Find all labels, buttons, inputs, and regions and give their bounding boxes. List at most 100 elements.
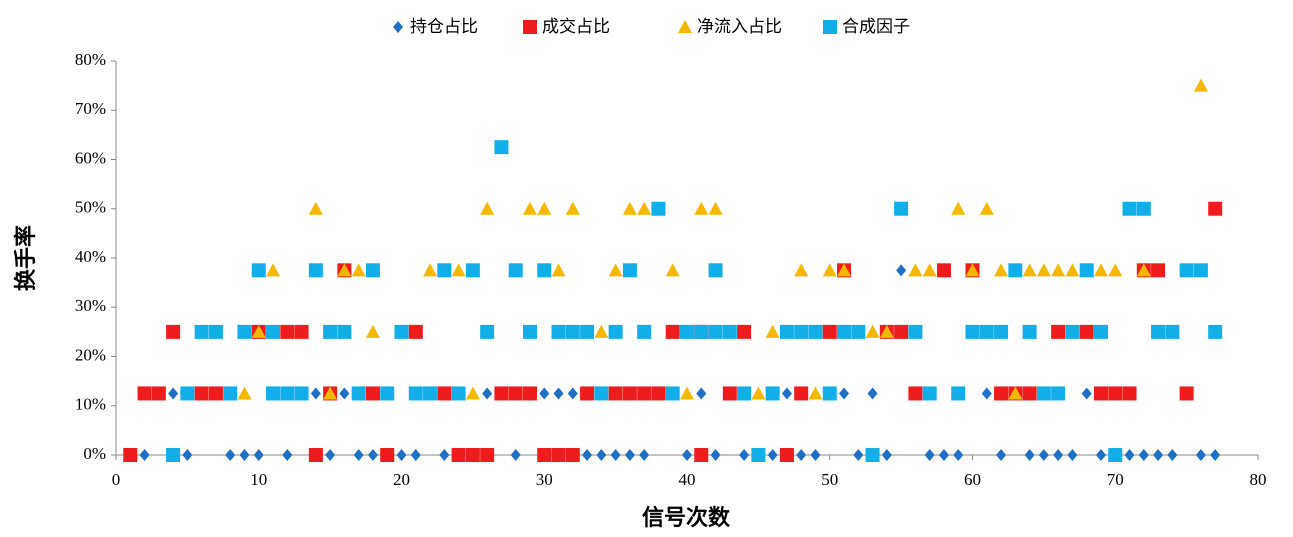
y-tick-label: 50% — [75, 198, 106, 217]
point — [994, 263, 1009, 277]
legend-label: 净流入占比 — [697, 17, 782, 36]
point — [965, 263, 980, 277]
point — [594, 324, 609, 338]
point — [410, 449, 421, 461]
point — [796, 449, 807, 461]
point — [767, 449, 778, 461]
point — [537, 201, 552, 215]
legend-label: 合成因子 — [842, 17, 910, 36]
point — [308, 201, 323, 215]
point — [494, 140, 509, 155]
point — [1022, 263, 1037, 277]
point — [665, 324, 680, 339]
legend-marker — [823, 20, 837, 34]
point — [639, 449, 650, 461]
point — [408, 386, 423, 401]
point — [325, 449, 336, 461]
point — [437, 386, 452, 401]
point — [1093, 324, 1108, 339]
point — [365, 386, 380, 401]
point — [465, 448, 480, 462]
point — [680, 386, 694, 400]
point — [1124, 449, 1135, 461]
point — [696, 387, 707, 400]
point — [394, 324, 409, 339]
point — [1122, 201, 1137, 216]
point — [622, 386, 637, 401]
point — [865, 324, 880, 338]
point — [896, 264, 907, 277]
point — [1079, 324, 1094, 339]
point — [608, 324, 623, 339]
point — [323, 324, 338, 339]
x-tick-label: 70 — [1107, 470, 1124, 489]
point — [537, 263, 552, 278]
point — [1093, 263, 1108, 277]
point — [610, 449, 621, 461]
point — [822, 324, 837, 339]
point — [694, 448, 709, 462]
point — [351, 263, 366, 277]
point — [565, 448, 580, 462]
point — [280, 324, 295, 339]
point — [423, 263, 438, 277]
point — [708, 324, 723, 339]
point — [1079, 263, 1094, 278]
legend-label: 成交占比 — [542, 17, 610, 36]
point — [680, 324, 694, 339]
point — [1208, 201, 1223, 216]
point — [1108, 386, 1123, 401]
point — [1081, 387, 1092, 400]
y-tick-label: 0% — [83, 444, 106, 463]
point — [508, 263, 523, 278]
point — [794, 386, 809, 401]
point — [994, 324, 1009, 339]
point — [437, 263, 452, 278]
point — [337, 263, 352, 277]
y-tick-label: 70% — [75, 99, 106, 118]
point — [494, 386, 509, 401]
point — [839, 387, 850, 400]
point — [708, 263, 723, 278]
point — [1093, 386, 1108, 401]
point — [266, 386, 281, 401]
point — [465, 263, 480, 278]
point — [251, 324, 266, 338]
point — [779, 324, 794, 339]
point — [139, 449, 150, 461]
point — [351, 386, 366, 401]
point — [1208, 324, 1223, 339]
point — [1051, 324, 1066, 339]
point — [537, 448, 552, 462]
point — [722, 324, 737, 339]
point — [551, 324, 566, 339]
point — [1065, 263, 1080, 277]
legend-marker — [523, 20, 537, 34]
point — [380, 448, 395, 462]
point — [1038, 449, 1049, 461]
point — [651, 386, 666, 401]
point — [1136, 263, 1151, 277]
point — [294, 324, 309, 339]
point — [979, 324, 994, 339]
point — [522, 324, 537, 339]
point — [879, 324, 894, 338]
point — [565, 324, 580, 339]
y-axis-label: 换手率 — [13, 225, 38, 291]
legend-marker — [678, 20, 692, 33]
y-tick-label: 10% — [75, 395, 106, 414]
point — [1165, 324, 1180, 339]
x-tick-label: 30 — [536, 470, 553, 489]
point — [794, 324, 809, 339]
point — [694, 201, 709, 215]
point — [294, 386, 309, 401]
point — [608, 386, 623, 401]
point — [1008, 263, 1023, 278]
point — [651, 201, 666, 216]
point — [208, 324, 223, 339]
point — [1151, 263, 1166, 278]
point — [168, 387, 179, 400]
point — [908, 263, 923, 277]
point — [239, 449, 250, 461]
point — [822, 386, 837, 401]
